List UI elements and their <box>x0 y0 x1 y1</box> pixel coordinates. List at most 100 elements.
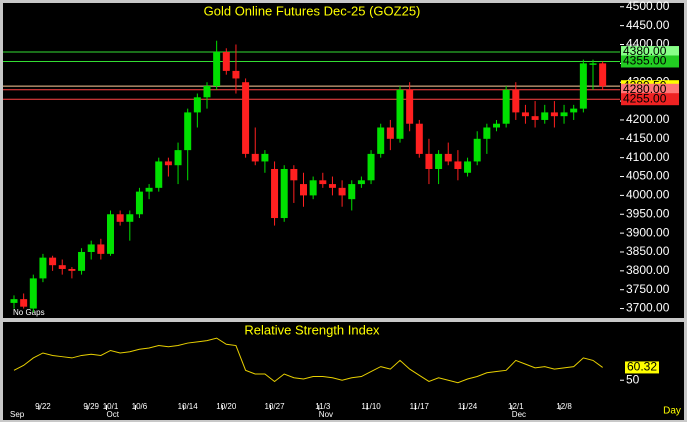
candle-body <box>473 138 481 162</box>
candle-body <box>58 265 66 269</box>
candle-body <box>116 214 124 222</box>
candle-body <box>145 187 153 192</box>
candle-body <box>261 153 269 162</box>
candle-body <box>164 161 172 166</box>
y-tick-label: 4150.00 <box>626 131 670 145</box>
level-label: 4255.00 <box>623 91 667 105</box>
x-tick-label: 11/10 <box>361 402 381 411</box>
candle-body <box>213 52 221 86</box>
candle-body <box>357 180 365 185</box>
candle-body <box>271 168 279 219</box>
candle-body <box>377 127 385 154</box>
x-tick-label: 11/24 <box>458 402 478 411</box>
y-tick-label: 4200.00 <box>626 112 670 126</box>
candle-body <box>367 153 375 181</box>
x-tick-label: 12/1 <box>508 402 524 411</box>
y-tick-label: 3950.00 <box>626 206 670 220</box>
candle-body <box>599 63 607 87</box>
candle-body <box>203 85 211 98</box>
candle-body <box>454 161 462 169</box>
candle-body <box>415 123 423 154</box>
candle-body <box>560 112 568 117</box>
rsi-panel <box>3 322 620 405</box>
candle-body <box>444 153 452 162</box>
candle-body <box>87 244 95 252</box>
candle-body <box>541 112 549 120</box>
candle-body <box>550 112 558 117</box>
candle-body <box>579 63 587 109</box>
x-tick-label: 10/14 <box>178 402 199 411</box>
candle-body <box>49 257 57 266</box>
x-tick-label: 12/8 <box>556 402 572 411</box>
rsi-line <box>13 337 603 384</box>
date-axis <box>3 405 684 420</box>
y-tick-label: 4000.00 <box>626 188 670 202</box>
chart-title: Gold Online Futures Dec-25 (GOZ25) <box>204 3 421 18</box>
y-tick-label: 4050.00 <box>626 169 670 183</box>
candle-body <box>483 127 491 139</box>
candle-body <box>521 112 529 117</box>
candle-body <box>29 278 37 309</box>
candle-body <box>97 244 105 254</box>
candle-body <box>493 123 500 128</box>
candle-body <box>222 52 230 71</box>
last-value-box <box>625 361 659 374</box>
candle-body <box>232 70 240 79</box>
month-label: Sep <box>10 410 25 419</box>
candle-body <box>570 108 578 113</box>
candle-body <box>290 168 298 181</box>
month-label: Oct <box>107 410 120 419</box>
candle-body <box>68 268 76 271</box>
candle-body <box>531 116 539 120</box>
x-tick-label: 9/22 <box>35 402 51 411</box>
last-value-label: 60.32 <box>627 360 657 374</box>
y-tick-label: 50 <box>626 372 640 386</box>
candle-body <box>193 97 201 113</box>
candle-body <box>242 82 250 154</box>
candle-body <box>280 168 288 219</box>
candle-body <box>155 161 163 188</box>
level-label: 4380.00 <box>623 44 667 58</box>
candle-body <box>107 214 114 254</box>
period: Day <box>663 406 681 417</box>
level-box <box>621 46 679 59</box>
price-panel <box>3 3 620 318</box>
candle-body <box>300 184 307 196</box>
y-tick-label: 3800.00 <box>626 263 670 277</box>
candle-body <box>309 180 317 196</box>
month-label: Dec <box>512 410 526 419</box>
y-tick-label: 3900.00 <box>626 225 670 239</box>
rsi-title: Relative Strength Index <box>244 322 380 337</box>
y-tick-label: 4500.00 <box>626 0 670 13</box>
candle-body <box>135 191 143 215</box>
candle-body <box>39 257 47 279</box>
x-tick-label: 11/3 <box>315 402 331 411</box>
candle-body <box>251 153 259 162</box>
month-label: Nov <box>319 410 333 419</box>
x-tick-label: 10/20 <box>216 402 237 411</box>
x-tick-label: 10/6 <box>132 402 148 411</box>
level-box <box>621 55 679 68</box>
level-label: 4355.00 <box>623 54 667 68</box>
candle-body <box>126 214 134 222</box>
x-tick-label: 10/27 <box>265 402 286 411</box>
candle-body <box>328 184 336 188</box>
candle-body <box>10 299 18 303</box>
y-tick-label: 3850.00 <box>626 244 670 258</box>
candle-body <box>396 89 404 139</box>
candle-body <box>78 251 86 271</box>
candle-body <box>425 153 433 169</box>
candle-body <box>338 187 346 196</box>
level-label: 4280.00 <box>623 82 667 96</box>
candle-body <box>464 161 472 173</box>
candle-body <box>435 153 443 169</box>
candle-body <box>20 299 28 307</box>
note: No Gaps <box>13 308 45 317</box>
candle-body <box>184 112 192 151</box>
candle-body <box>512 89 520 113</box>
candle-body <box>319 180 327 185</box>
candle-body <box>174 150 182 166</box>
y-tick-label: 3750.00 <box>626 282 670 296</box>
